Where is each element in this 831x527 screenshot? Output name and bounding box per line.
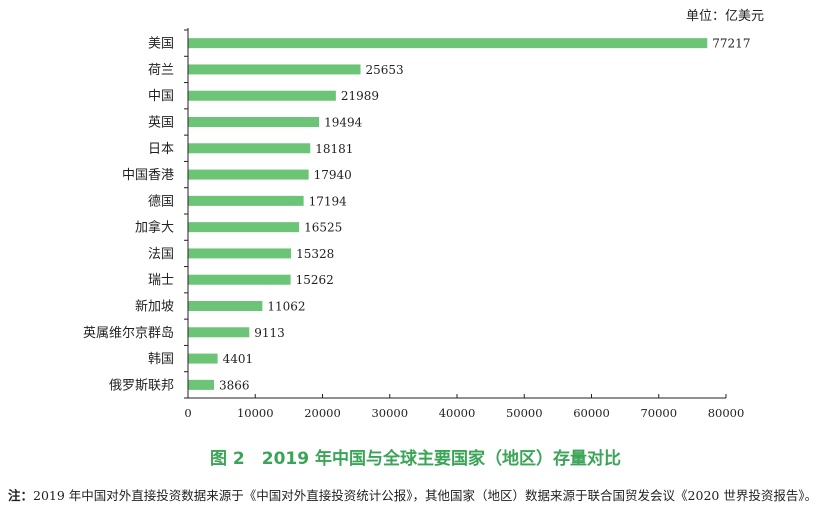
x-tick-label-4: 40000 — [439, 406, 476, 420]
category-label-4: 日本 — [148, 142, 174, 157]
x-tick-label-2: 20000 — [304, 406, 341, 420]
x-tick-label-7: 70000 — [640, 406, 677, 420]
x-tick-label-3: 30000 — [371, 406, 408, 420]
bar-4 — [188, 143, 311, 154]
value-label-11: 9113 — [254, 326, 285, 340]
bar-8 — [188, 248, 292, 259]
category-label-3: 英国 — [148, 116, 174, 131]
bar-2 — [188, 90, 336, 101]
bar-10 — [188, 301, 263, 311]
value-label-0: 77217 — [712, 37, 750, 51]
value-label-3: 19494 — [324, 116, 363, 130]
x-tick-label-5: 50000 — [506, 406, 543, 420]
bar-6 — [188, 195, 304, 206]
value-label-5: 17940 — [314, 168, 352, 182]
category-label-12: 韩国 — [148, 352, 174, 367]
category-label-2: 中国 — [148, 89, 174, 104]
x-tick-label-8: 80000 — [708, 406, 745, 420]
category-label-10: 新加坡 — [135, 299, 174, 315]
value-label-10: 11062 — [267, 300, 305, 314]
bar-13 — [188, 379, 214, 390]
category-label-0: 美国 — [148, 37, 174, 52]
category-label-13: 俄罗斯联邦 — [109, 378, 174, 393]
x-tick-label-1: 10000 — [237, 406, 274, 420]
value-label-9: 15262 — [296, 273, 334, 287]
bar-0 — [188, 38, 708, 49]
footnote-text: 2019 年中国对外直接投资数据来源于《中国对外直接投资统计公报》，其他国家（地… — [33, 488, 818, 503]
footnote-prefix: 注： — [8, 488, 34, 503]
bar-1 — [188, 64, 361, 75]
bar-11 — [188, 327, 250, 338]
category-label-9: 瑞士 — [148, 273, 174, 288]
bar-9 — [188, 274, 291, 285]
bar-7 — [188, 222, 300, 233]
value-label-12: 4401 — [223, 352, 254, 366]
category-label-8: 法国 — [148, 247, 174, 262]
bar-5 — [188, 169, 309, 180]
value-label-13: 3866 — [219, 378, 250, 392]
figure-title: 图 2 2019 年中国与全球主要国家（地区）存量对比 — [210, 449, 621, 469]
category-label-1: 荷兰 — [148, 63, 174, 78]
category-label-11: 英属维尔京群岛 — [83, 325, 174, 341]
value-label-7: 16525 — [304, 221, 342, 235]
value-label-1: 25653 — [366, 63, 404, 77]
footnote: 注：2019 年中国对外直接投资数据来源于《中国对外直接投资统计公报》，其他国家… — [8, 484, 823, 508]
bar-chart: 单位：亿美元 美国 77217 荷兰 25653 中国 21989 英国 19494 日本 181… — [83, 9, 764, 420]
value-label-8: 15328 — [296, 247, 334, 261]
bar-3 — [188, 117, 320, 127]
category-label-5: 中国香港 — [122, 168, 174, 183]
value-label-4: 18181 — [315, 142, 353, 156]
unit-label: 单位：亿美元 — [686, 9, 764, 24]
bar-12 — [188, 353, 218, 364]
value-label-2: 21989 — [341, 89, 379, 103]
category-label-7: 加拿大 — [135, 220, 174, 236]
x-tick-label-6: 60000 — [573, 406, 610, 420]
value-label-6: 17194 — [309, 194, 348, 208]
x-tick-label-0: 0 — [184, 406, 191, 420]
category-label-6: 德国 — [148, 194, 174, 209]
